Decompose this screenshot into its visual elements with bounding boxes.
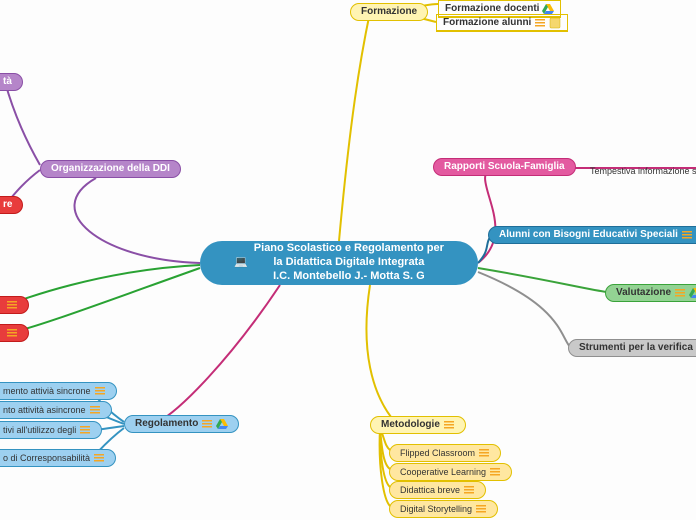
node-label: Formazione docenti [445, 4, 539, 14]
node-label: Alunni con Bisogni Educativi Speciali [499, 230, 678, 240]
edge [158, 285, 280, 422]
list-icon [478, 447, 490, 459]
node-label: Organizzazione della DDI [51, 164, 170, 174]
node-coop[interactable]: Cooperative Learning [389, 463, 512, 481]
node-label: Cooperative Learning [400, 467, 486, 477]
edge [380, 428, 390, 487]
edge [339, 12, 370, 241]
node-org_sub3[interactable] [0, 296, 29, 314]
node-label: mento attivià sincrone [3, 386, 91, 396]
edge [478, 268, 607, 292]
edge [8, 268, 200, 333]
node-org_sub4[interactable] [0, 324, 29, 342]
node-label: tà [3, 77, 12, 87]
node-label: Strumenti per la verifica [579, 343, 693, 353]
node-label: re [3, 200, 12, 210]
list-icon [6, 299, 18, 311]
node-label: tivi all'utilizzo degli [3, 425, 76, 435]
edge [366, 285, 395, 422]
node-label: Metodologie [381, 420, 440, 430]
list-icon [93, 452, 105, 464]
node-reg4[interactable]: o di Corresponsabilità [0, 449, 116, 467]
edge [5, 82, 40, 165]
edge [380, 428, 390, 469]
node-rapporti[interactable]: Rapporti Scuola-Famiglia [433, 158, 576, 176]
node-bes[interactable]: Alunni con Bisogni Educativi Speciali [488, 226, 696, 244]
drive-icon [689, 287, 696, 299]
edge [8, 265, 200, 305]
node-label: Digital Storytelling [400, 504, 472, 514]
list-icon [681, 229, 693, 241]
node-label: Didattica breve [400, 485, 460, 495]
laptop-icon: 💻 [234, 256, 248, 270]
node-label: Formazione alunni [443, 18, 531, 28]
list-icon [463, 484, 475, 496]
node-label: Tempestiva informazione su ... [590, 166, 696, 176]
edge [478, 237, 490, 263]
node-label: nto attività asincrone [3, 405, 86, 415]
list-icon [674, 287, 686, 299]
node-flipped[interactable]: Flipped Classroom [389, 444, 501, 462]
node-tempestiva[interactable]: Tempestiva informazione su ... [580, 162, 696, 180]
node-form_alunni[interactable]: Formazione alunni [436, 14, 568, 32]
node-formazione[interactable]: Formazione [350, 3, 428, 21]
node-org_sub1[interactable]: tà [0, 73, 23, 91]
node-label: Formazione [361, 7, 417, 17]
node-reg1[interactable]: mento attivià sincrone [0, 382, 117, 400]
list-icon [94, 385, 106, 397]
drive-icon [542, 3, 554, 15]
list-icon [443, 419, 455, 431]
node-label: Valutazione [616, 288, 671, 298]
central-node[interactable]: 💻 Piano Scolastico e Regolamento per la … [200, 241, 478, 285]
node-label: Flipped Classroom [400, 448, 475, 458]
node-label: Rapporti Scuola-Famiglia [444, 162, 565, 172]
node-storytelling[interactable]: Digital Storytelling [389, 500, 498, 518]
node-metodologie[interactable]: Metodologie [370, 416, 466, 434]
edge [478, 168, 495, 263]
edge [380, 428, 390, 506]
node-breve[interactable]: Didattica breve [389, 481, 486, 499]
list-icon [201, 418, 213, 430]
edge [75, 178, 200, 263]
node-valutazione[interactable]: Valutazione [605, 284, 696, 302]
node-label: Regolamento [135, 419, 198, 429]
list-icon [475, 503, 487, 515]
node-reg2[interactable]: nto attività asincrone [0, 401, 112, 419]
list-icon [489, 466, 501, 478]
central-text: Piano Scolastico e Regolamento per la Di… [254, 242, 444, 283]
list-icon [79, 424, 91, 436]
list-icon [6, 327, 18, 339]
list-icon [534, 17, 546, 29]
node-regolamento[interactable]: Regolamento [124, 415, 239, 433]
edge [478, 272, 570, 347]
node-reg3[interactable]: tivi all'utilizzo degli [0, 421, 102, 439]
node-org_sub2[interactable]: re [0, 196, 23, 214]
node-label: o di Corresponsabilità [3, 453, 90, 463]
node-org_ddi[interactable]: Organizzazione della DDI [40, 160, 181, 178]
drive-icon [216, 418, 228, 430]
list-icon [89, 404, 101, 416]
note-icon [549, 17, 561, 29]
node-strumenti[interactable]: Strumenti per la verifica [568, 339, 696, 357]
